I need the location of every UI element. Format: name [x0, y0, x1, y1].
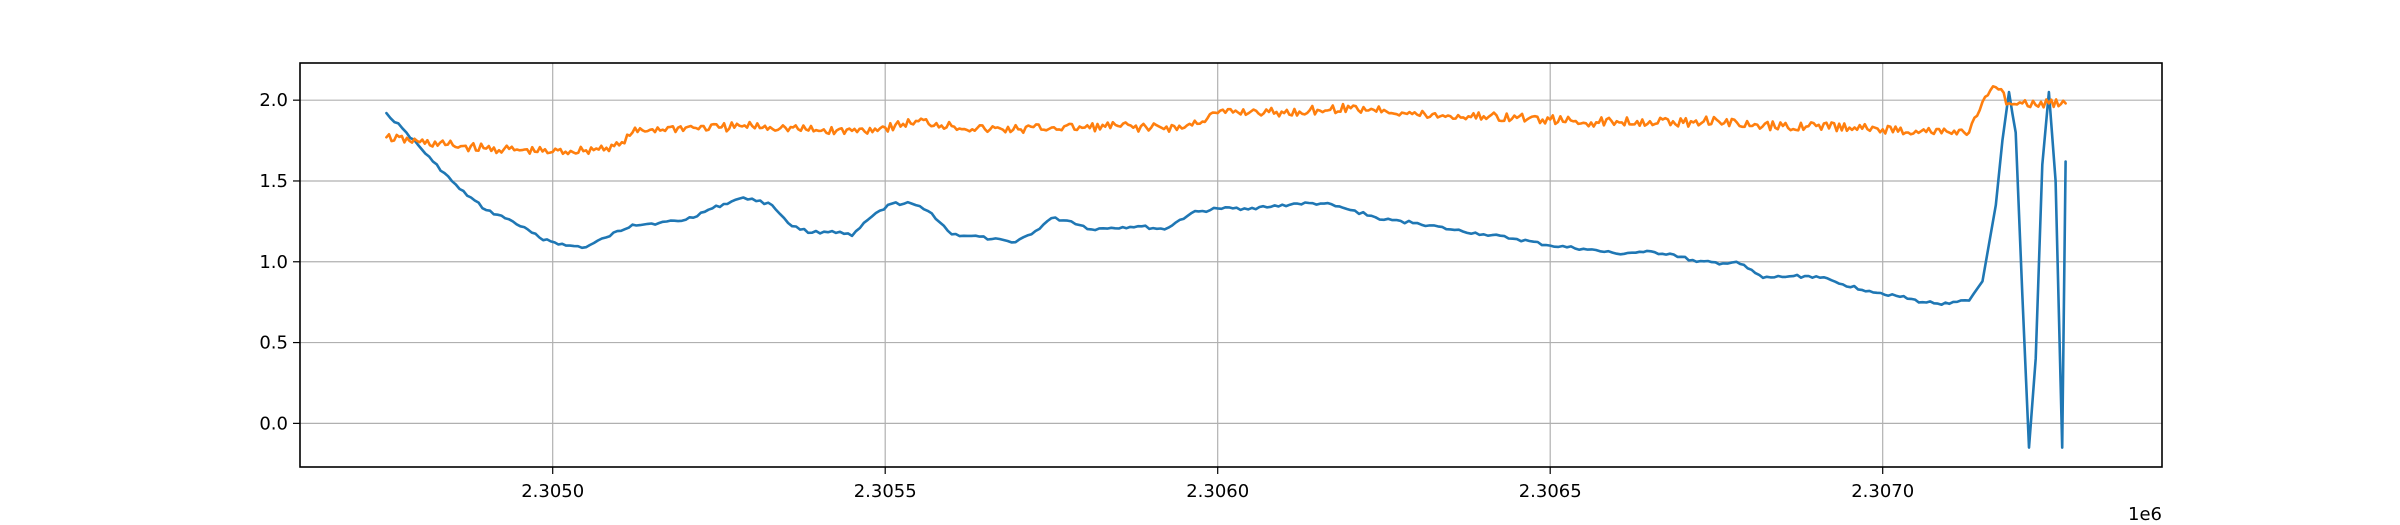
x-offset-label: 1e6 — [2128, 504, 2162, 525]
x-tick-label: 2.3060 — [1186, 481, 1249, 502]
plot-frame — [299, 62, 2163, 468]
x-tick-label: 2.3070 — [1851, 481, 1914, 502]
y-tick-label: 1.5 — [259, 171, 288, 192]
grid — [300, 63, 2162, 467]
x-tick-label: 2.3065 — [1519, 481, 1582, 502]
x-tick-label: 2.3050 — [521, 481, 584, 502]
series-line-2 — [385, 85, 2067, 156]
axis-ticks: 2.3050 2.3055 2.3060 2.3065 2.3070 0.0 0.5 1.0 1… — [259, 90, 1914, 502]
series-line-1 — [385, 90, 2067, 449]
series-group — [385, 85, 2067, 449]
y-tick-label: 1.0 — [259, 252, 288, 273]
y-tick-label: 0.5 — [259, 333, 288, 354]
y-tick-label: 2.0 — [259, 90, 288, 111]
y-tick-label: 0.0 — [259, 413, 288, 434]
x-tick-label: 2.3055 — [854, 481, 917, 502]
